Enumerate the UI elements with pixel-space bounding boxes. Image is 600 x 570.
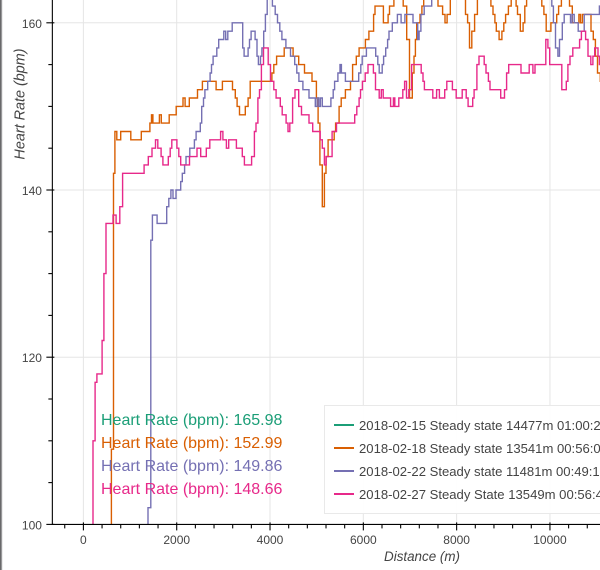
axis-ticks <box>46 22 588 531</box>
mean-hr-label-1: Heart Rate (bpm): 165.98 <box>101 412 283 429</box>
y-tick-label: 140 <box>22 184 42 198</box>
legend-item-label: 2018-02-22 Steady state 11481m 00:49:1 <box>359 463 600 479</box>
legend-item-label: 2018-02-27 Steady State 13549m 00:56:4 <box>359 486 600 502</box>
y-tick-label: 100 <box>22 518 42 532</box>
legend-line-swatch <box>334 493 354 495</box>
x-axis-title: Distance (m) <box>384 549 460 564</box>
x-tick-label: 2000 <box>163 533 190 547</box>
series-line-3[interactable] <box>146 0 600 566</box>
series-line-2[interactable] <box>109 0 600 570</box>
legend: 2018-02-15 Steady state 14477m 01:00:2 2… <box>324 405 600 514</box>
legend-item[interactable]: 2018-02-22 Steady state 11481m 00:49:1 <box>334 461 600 481</box>
series-line-4[interactable] <box>90 30 600 566</box>
x-tick-label: 8000 <box>443 533 470 547</box>
series-lines <box>90 0 600 570</box>
tick-labels: 0 2000 4000 6000 8000 10000 100 120 140 160 <box>22 17 567 547</box>
mean-hr-annotations: Heart Rate (bpm): 165.98 Heart Rate (bpm… <box>101 409 282 501</box>
y-tick-label: 120 <box>22 351 42 365</box>
legend-item[interactable]: 2018-02-18 Steady state 13541m 00:56:0 <box>334 438 600 458</box>
x-tick-label: 4000 <box>257 533 284 547</box>
mean-hr-label-2: Heart Rate (bpm): 152.99 <box>101 435 283 452</box>
legend-item-label: 2018-02-18 Steady state 13541m 00:56:0 <box>359 440 600 456</box>
legend-item-label: 2018-02-15 Steady state 14477m 01:00:2 <box>359 417 600 433</box>
y-tick-label: 160 <box>22 17 42 31</box>
x-tick-label: 0 <box>80 533 87 547</box>
gridlines <box>52 0 600 525</box>
mean-hr-label-4: Heart Rate (bpm): 148.66 <box>101 481 283 498</box>
mean-hr-label-3: Heart Rate (bpm): 149.86 <box>101 458 283 475</box>
y-axis-title: Heart Rate (bpm) <box>13 48 29 159</box>
legend-line-swatch <box>334 470 354 472</box>
legend-item[interactable]: 2018-02-27 Steady State 13549m 00:56:4 <box>334 484 600 504</box>
legend-line-swatch <box>334 424 354 426</box>
x-tick-label: 6000 <box>350 533 377 547</box>
legend-line-swatch <box>334 447 354 449</box>
legend-item[interactable]: 2018-02-15 Steady state 14477m 01:00:2 <box>334 415 600 435</box>
x-tick-label: 10000 <box>533 533 567 547</box>
